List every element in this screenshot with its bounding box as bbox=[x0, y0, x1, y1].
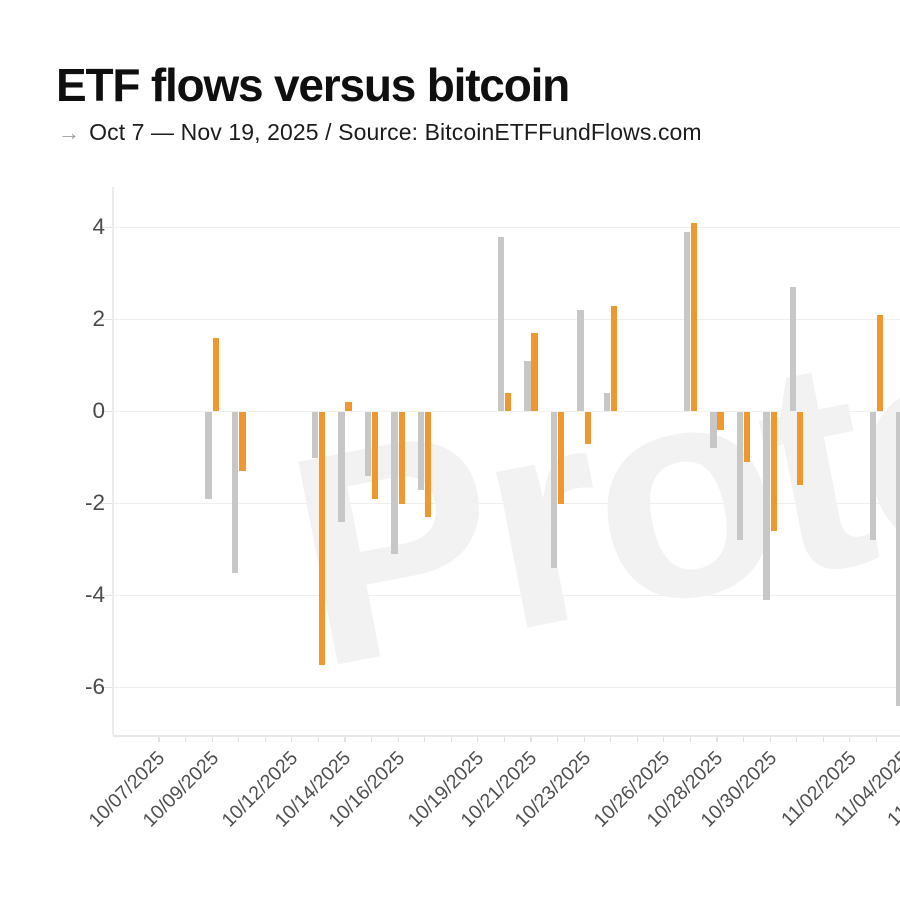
bar-etf-flows-10/29/2025 bbox=[743, 411, 751, 463]
bar-bitcoin-10/28/2025 bbox=[710, 411, 717, 449]
bar-etf-flows-10/10/2025 bbox=[239, 411, 246, 472]
bar-bitcoin-10/14/2025 bbox=[338, 411, 345, 522]
chart-subtitle: → Oct 7 — Nov 19, 2025 / Source: BitcoinE… bbox=[58, 119, 702, 146]
bar-bitcoin-10/31/2025 bbox=[789, 287, 797, 412]
y-axis-tick-label: 4 bbox=[92, 213, 105, 239]
x-axis-tick bbox=[849, 736, 851, 742]
y-axis-tick-label: 0 bbox=[92, 397, 105, 423]
bar-etf-flows-10/21/2025 bbox=[531, 333, 538, 412]
bar-bitcoin-10/29/2025 bbox=[736, 411, 744, 541]
x-axis-tick bbox=[610, 736, 612, 742]
x-axis-tick bbox=[663, 736, 665, 742]
x-axis-tick bbox=[158, 736, 160, 742]
bar-bitcoin-10/22/2025 bbox=[550, 411, 558, 568]
bar-bitcoin-10/09/2025 bbox=[205, 411, 212, 499]
x-axis-tick bbox=[238, 736, 240, 742]
x-axis-tick bbox=[769, 736, 771, 742]
y-axis-tick bbox=[100, 686, 113, 689]
bar-etf-flows-10/15/2025 bbox=[371, 411, 379, 499]
x-axis-tick bbox=[716, 736, 718, 742]
x-axis-line bbox=[113, 735, 900, 737]
y-axis-tick bbox=[100, 502, 113, 505]
bar-etf-flows-10/17/2025 bbox=[425, 411, 432, 518]
bar-etf-flows-10/24/2025 bbox=[611, 305, 618, 412]
chart-title: ETF flows versus bitcoin bbox=[56, 59, 570, 111]
y-axis-tick-label: 2 bbox=[92, 305, 105, 331]
x-axis-tick bbox=[370, 736, 373, 742]
x-axis-tick bbox=[450, 736, 452, 742]
x-axis-tick bbox=[291, 736, 293, 742]
bar-etf-flows-10/23/2025 bbox=[584, 411, 591, 444]
bar-etf-flows-10/30/2025 bbox=[770, 411, 777, 532]
bar-etf-flows-10/09/2025 bbox=[212, 337, 219, 412]
bar-etf-flows-10/14/2025 bbox=[345, 402, 352, 412]
bar-bitcoin-10/17/2025 bbox=[417, 411, 425, 490]
bar-etf-flows-10/16/2025 bbox=[398, 411, 405, 504]
x-axis-tick bbox=[184, 736, 187, 742]
x-axis-tick bbox=[689, 736, 691, 742]
x-axis-tick bbox=[317, 736, 319, 742]
x-axis-tick bbox=[583, 736, 585, 742]
gridline bbox=[113, 502, 900, 505]
bar-bitcoin-10/16/2025 bbox=[391, 411, 398, 555]
chart-subtitle-text: Oct 7 — Nov 19, 2025 / Source: BitcoinET… bbox=[89, 119, 702, 145]
arrow-icon: → bbox=[58, 120, 81, 145]
bar-bitcoin-10/20/2025 bbox=[497, 236, 504, 412]
gridline bbox=[113, 226, 900, 229]
bar-bitcoin-10/21/2025 bbox=[524, 360, 531, 412]
bar-etf-flows-11/03/2025 bbox=[876, 314, 884, 412]
x-axis-tick bbox=[211, 736, 213, 742]
y-axis-tick bbox=[100, 410, 113, 413]
x-axis-tick bbox=[424, 736, 426, 742]
x-axis-tick bbox=[503, 736, 505, 742]
gridline bbox=[113, 686, 900, 689]
x-axis-tick bbox=[264, 736, 266, 742]
y-axis-tick-label: -6 bbox=[84, 673, 105, 699]
bar-etf-flows-10/13/2025 bbox=[318, 411, 326, 665]
bar-etf-flows-10/31/2025 bbox=[797, 411, 804, 486]
y-axis-tick bbox=[100, 594, 113, 597]
gridline bbox=[113, 410, 900, 413]
x-axis-tick bbox=[556, 736, 559, 742]
bar-etf-flows-10/27/2025 bbox=[690, 222, 698, 412]
gridline bbox=[113, 594, 900, 597]
x-axis-tick bbox=[822, 736, 824, 742]
bar-bitcoin-11/04/2025 bbox=[896, 411, 900, 706]
x-axis-tick bbox=[397, 736, 399, 742]
bar-bitcoin-10/24/2025 bbox=[603, 393, 611, 412]
bar-bitcoin-10/23/2025 bbox=[577, 310, 584, 412]
x-axis-tick bbox=[796, 736, 798, 742]
bar-etf-flows-10/28/2025 bbox=[717, 411, 724, 430]
bar-bitcoin-10/10/2025 bbox=[231, 411, 239, 573]
y-axis-tick bbox=[100, 226, 113, 229]
bar-bitcoin-10/13/2025 bbox=[311, 411, 318, 458]
bar-bitcoin-10/15/2025 bbox=[364, 411, 372, 476]
bar-bitcoin-10/30/2025 bbox=[763, 411, 770, 601]
bar-etf-flows-10/22/2025 bbox=[557, 411, 565, 504]
x-axis-tick bbox=[344, 736, 346, 742]
x-axis-tick bbox=[530, 736, 532, 742]
y-axis-line bbox=[112, 187, 114, 735]
x-axis-tick bbox=[636, 736, 638, 742]
bar-bitcoin-10/27/2025 bbox=[683, 232, 690, 412]
gridline bbox=[113, 318, 900, 321]
bar-bitcoin-11/03/2025 bbox=[869, 411, 876, 541]
x-axis-tick bbox=[875, 736, 877, 742]
bar-etf-flows-10/20/2025 bbox=[504, 393, 512, 412]
y-axis-tick-label: -4 bbox=[84, 581, 105, 607]
y-axis-tick bbox=[100, 318, 113, 321]
x-axis-tick bbox=[742, 736, 745, 742]
y-axis-tick-label: -2 bbox=[84, 489, 105, 515]
x-axis-tick bbox=[477, 736, 479, 742]
